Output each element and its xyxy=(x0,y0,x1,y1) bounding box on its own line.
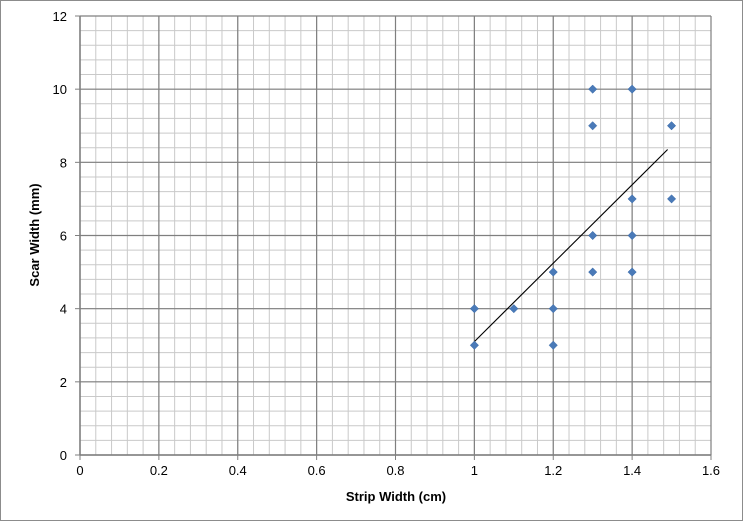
y-tick-label: 6 xyxy=(60,229,67,244)
data-point xyxy=(469,340,479,350)
data-point xyxy=(667,194,677,204)
x-tick-label: 1.4 xyxy=(623,463,641,478)
y-tick-label: 12 xyxy=(53,9,67,24)
data-point xyxy=(588,267,598,277)
y-tick-label: 8 xyxy=(60,155,67,170)
x-tick-label: 0.8 xyxy=(386,463,404,478)
data-point xyxy=(548,304,558,314)
data-point xyxy=(667,121,677,131)
data-point xyxy=(509,304,519,314)
x-tick-label: 0.2 xyxy=(150,463,168,478)
data-point xyxy=(588,230,598,241)
x-tick-label: 1 xyxy=(471,463,478,478)
data-point xyxy=(588,84,598,94)
data-point xyxy=(469,304,479,314)
data-point xyxy=(588,121,598,131)
y-tick-label: 0 xyxy=(60,448,67,463)
data-point xyxy=(627,230,637,241)
data-point xyxy=(627,267,637,277)
data-point xyxy=(627,194,637,204)
x-axis-title: Strip Width (cm) xyxy=(346,489,446,504)
data-point xyxy=(548,340,558,350)
x-tick-label: 1.6 xyxy=(702,463,720,478)
x-tick-label: 1.2 xyxy=(544,463,562,478)
y-axis-title: Scar Width (mm) xyxy=(27,183,42,286)
x-tick-label: 0.4 xyxy=(229,463,247,478)
y-tick-label: 2 xyxy=(60,375,67,390)
y-tick-label: 4 xyxy=(60,302,67,317)
data-points xyxy=(469,84,677,350)
axes xyxy=(75,15,712,460)
trendline xyxy=(473,149,669,342)
x-tick-label: 0 xyxy=(76,463,83,478)
x-tick-label: 0.6 xyxy=(308,463,326,478)
data-point xyxy=(627,84,637,94)
y-tick-labels: 0 2 4 6 8 10 12 xyxy=(53,9,67,463)
y-tick-label: 10 xyxy=(53,82,67,97)
trendline-group xyxy=(473,149,669,342)
x-tick-labels: 0 0.2 0.4 0.6 0.8 1 1.2 1.4 1.6 xyxy=(76,463,720,478)
data-point xyxy=(548,267,558,277)
